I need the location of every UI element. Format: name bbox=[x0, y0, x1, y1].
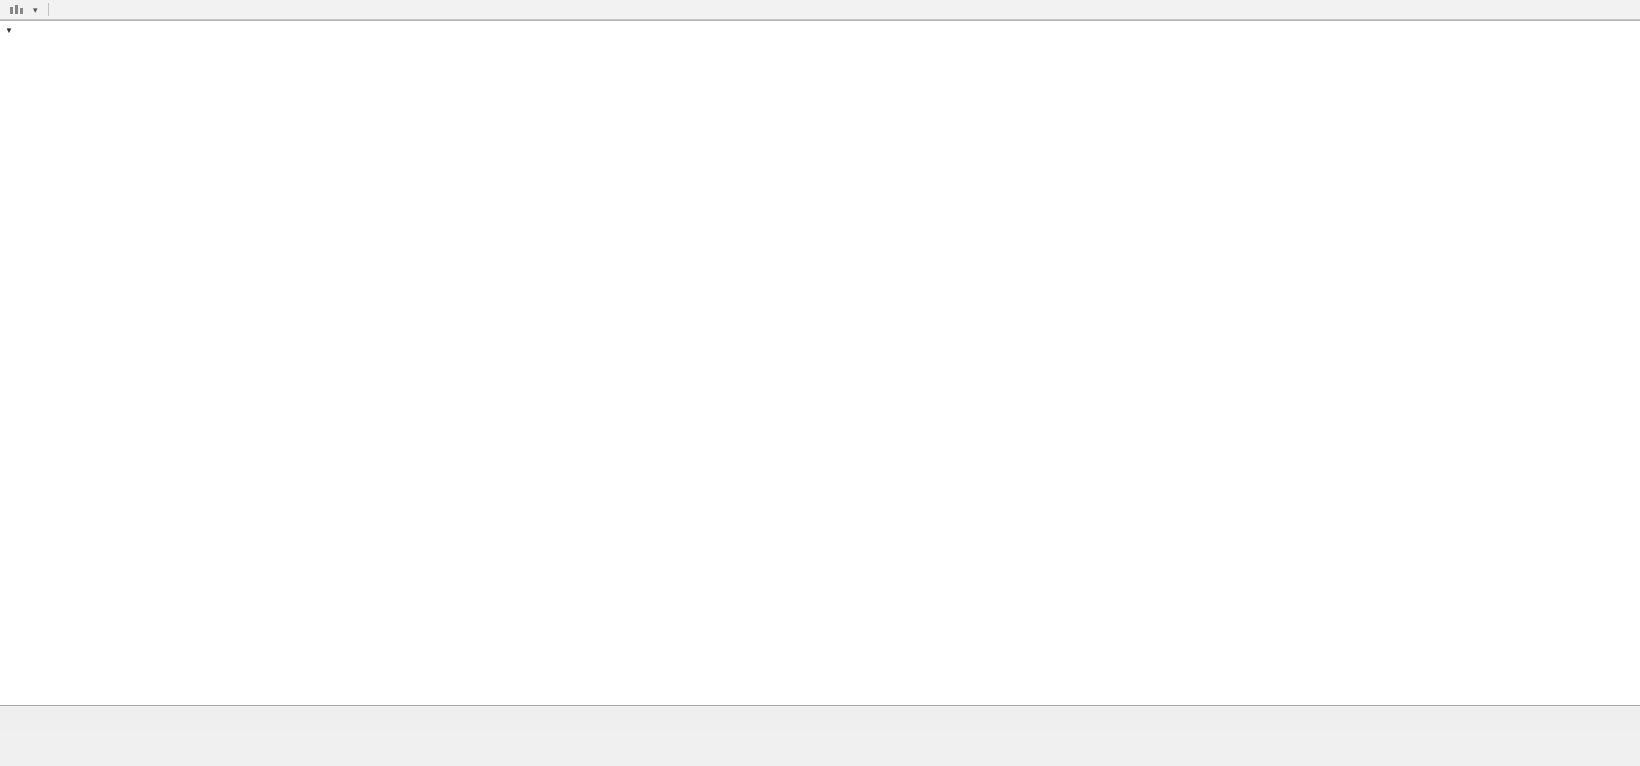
chart-tab-bar bbox=[0, 705, 1640, 731]
chart-canvas[interactable] bbox=[0, 21, 1640, 706]
timeframe-toolbar: ▾ bbox=[0, 0, 1640, 20]
toolbar-separator bbox=[47, 3, 49, 16]
chart-window: ▼ bbox=[0, 20, 1640, 705]
chart-type-dropdown-button[interactable]: ▾ bbox=[29, 2, 42, 18]
candlestick-chart-icon bbox=[10, 5, 23, 14]
chevron-down-icon: ▾ bbox=[33, 4, 38, 15]
chart-type-button[interactable] bbox=[4, 2, 28, 18]
status-bar bbox=[0, 731, 1640, 766]
